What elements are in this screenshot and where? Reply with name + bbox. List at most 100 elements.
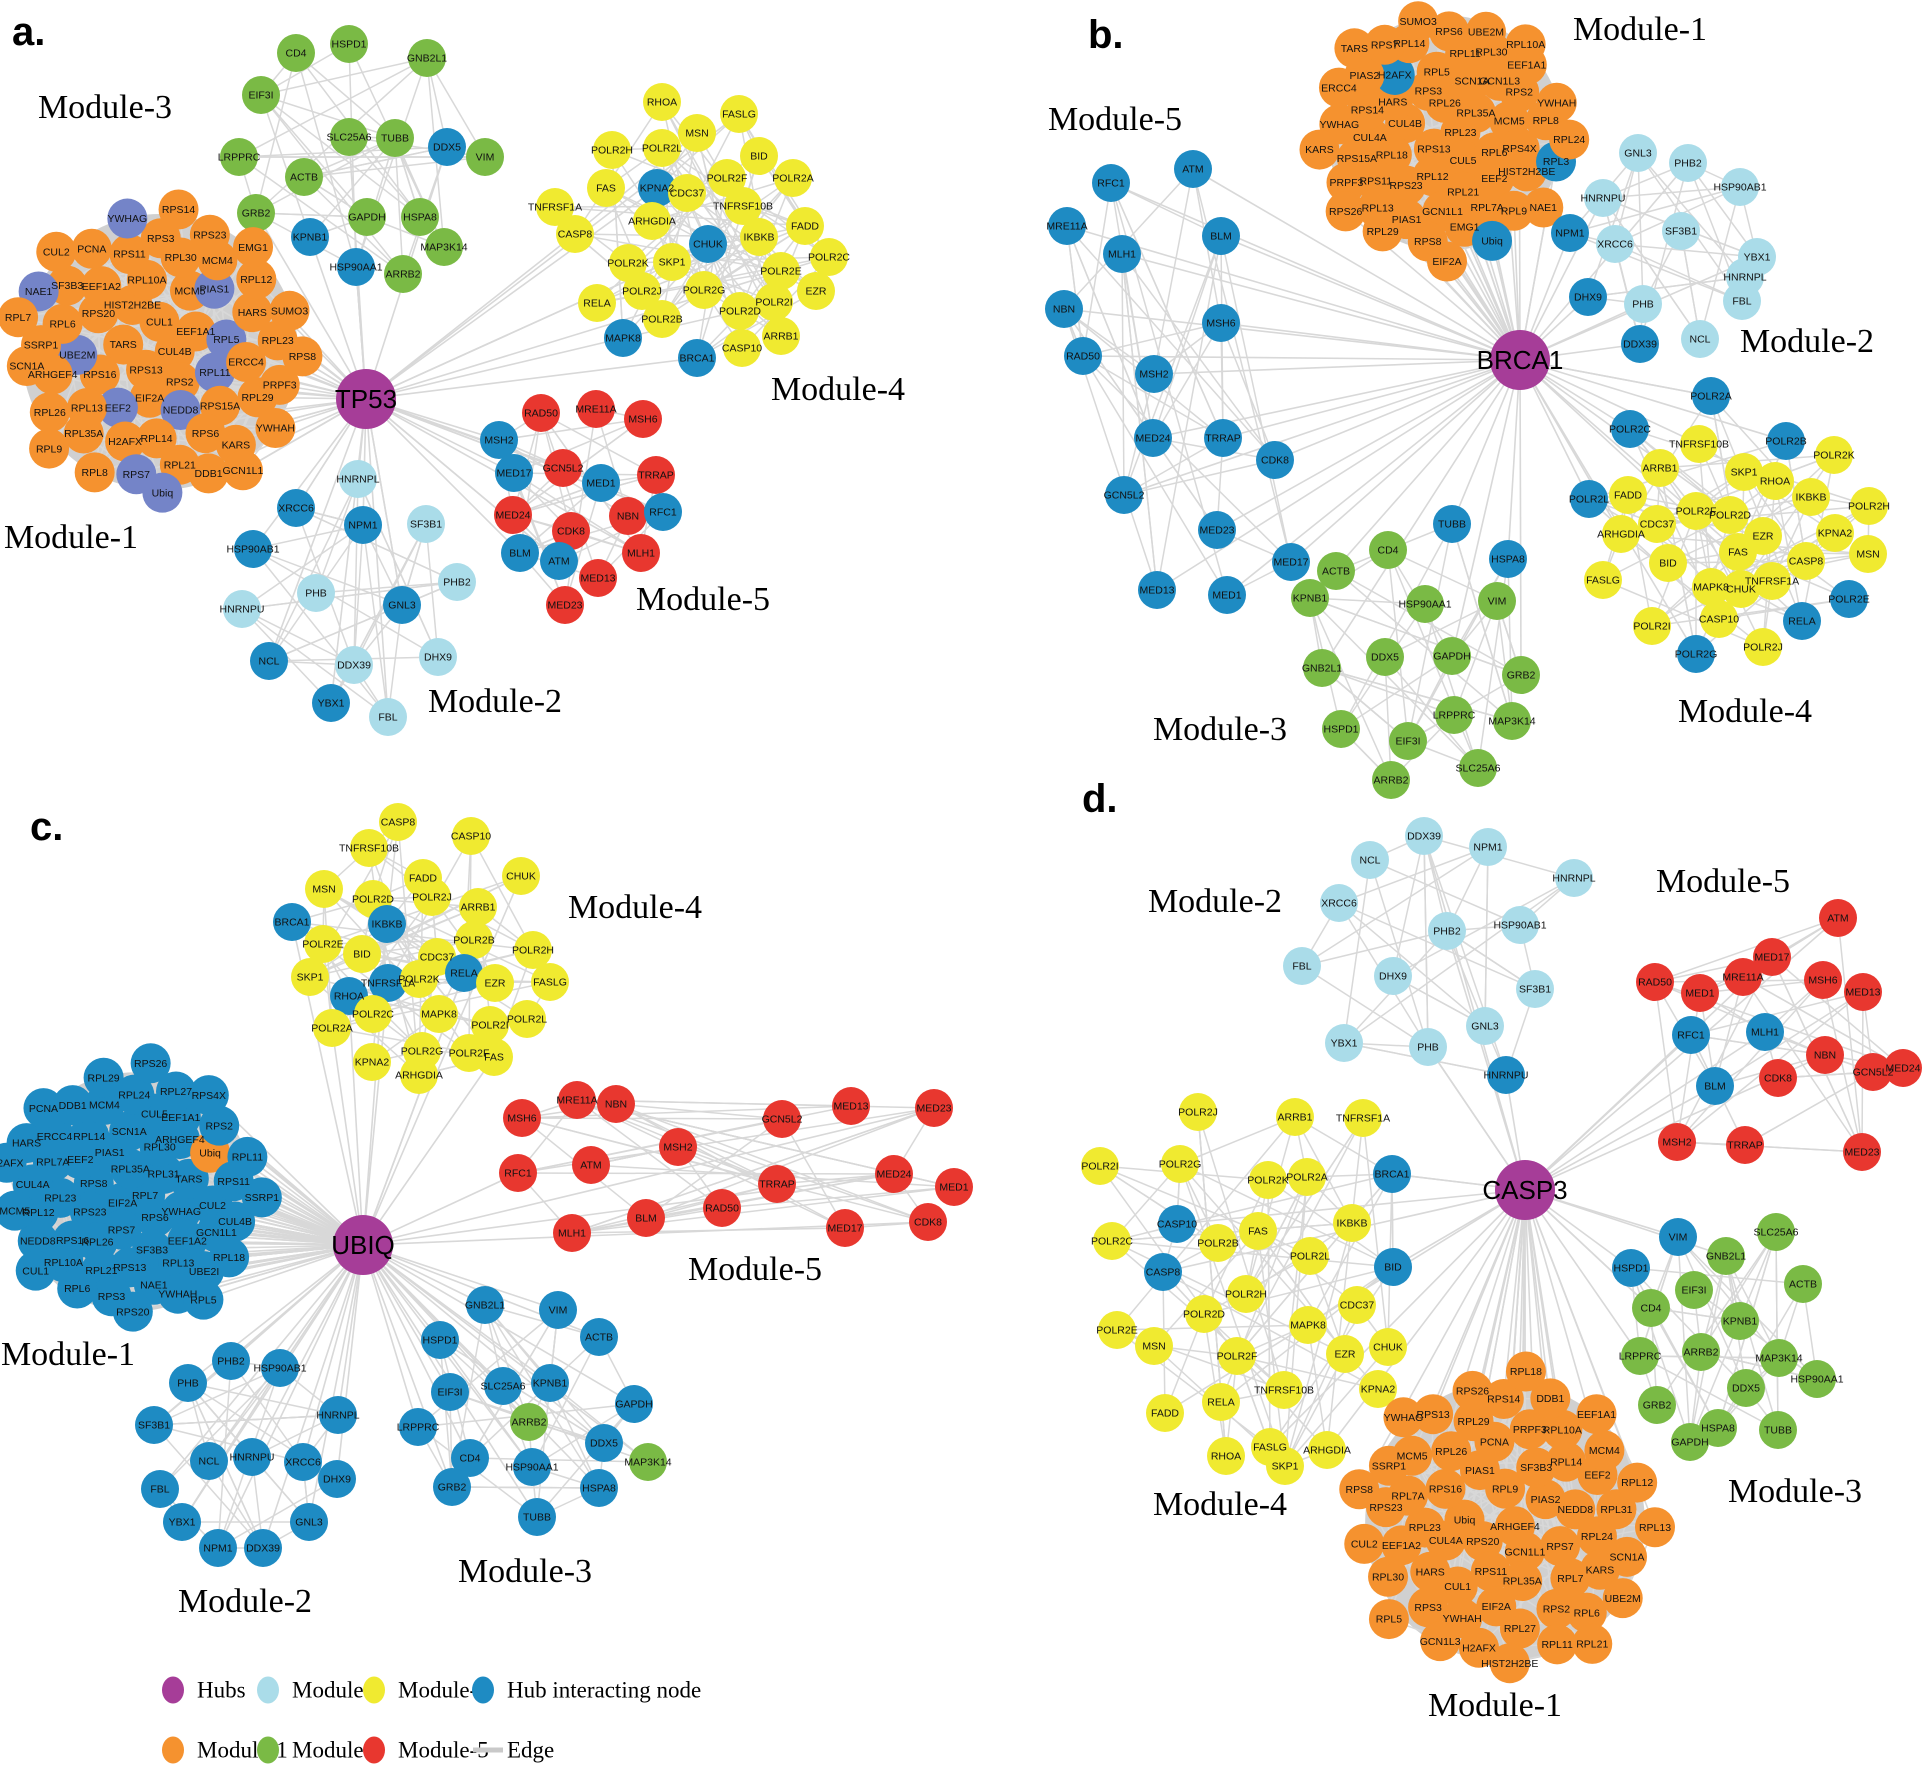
node-Ubiq[interactable] — [142, 472, 183, 513]
node-RPL5[interactable] — [183, 1279, 224, 1320]
node-POLR2D[interactable] — [1185, 1295, 1223, 1333]
node-KPNB1[interactable] — [1721, 1302, 1759, 1340]
node-RPL26[interactable] — [1431, 1431, 1472, 1472]
node-RPL5[interactable] — [1416, 51, 1457, 92]
node-EEF1A1[interactable] — [1576, 1394, 1617, 1435]
node-POLR2I[interactable] — [1081, 1147, 1119, 1185]
node-MSH2[interactable] — [480, 421, 518, 459]
node-DDB1[interactable] — [52, 1085, 93, 1126]
node-MCM4[interactable] — [1584, 1430, 1625, 1471]
node-NCL[interactable] — [1681, 320, 1719, 358]
node-RPL8[interactable] — [74, 452, 115, 493]
node-MAP3K14[interactable] — [425, 228, 463, 266]
node-ACTB[interactable] — [1784, 1265, 1822, 1303]
node-LRPPRC[interactable] — [1621, 1337, 1659, 1375]
node-TNFRSF1A[interactable] — [1344, 1099, 1382, 1137]
node-GRB2[interactable] — [237, 194, 275, 232]
node-POLR2G[interactable] — [1677, 635, 1715, 673]
node-POLR2H[interactable] — [1850, 487, 1888, 525]
node-RELA[interactable] — [1202, 1383, 1240, 1421]
node-PHB[interactable] — [1624, 285, 1662, 323]
node-DDX5[interactable] — [1727, 1369, 1765, 1407]
node-HSPD1[interactable] — [1612, 1249, 1650, 1287]
node-POLR2C[interactable] — [810, 238, 848, 276]
node-BRCA1[interactable] — [678, 339, 716, 377]
node-MSN[interactable] — [1849, 535, 1887, 573]
node-FASLG[interactable] — [531, 963, 569, 1001]
node-KPNB1[interactable] — [1291, 579, 1329, 617]
node-TNFRSF10B[interactable] — [1680, 425, 1718, 463]
node-GCN5L2[interactable] — [1105, 476, 1143, 514]
node-HSPD1[interactable] — [330, 25, 368, 63]
node-GNL3[interactable] — [1619, 134, 1657, 172]
node-RPL11[interactable] — [1537, 1624, 1578, 1665]
node-LRPPRC[interactable] — [220, 138, 258, 176]
node-EIF3I[interactable] — [242, 76, 280, 114]
node-CDK8[interactable] — [909, 1203, 947, 1241]
node-RPL24[interactable] — [114, 1074, 155, 1115]
node-GRB2[interactable] — [1638, 1386, 1676, 1424]
node-RHOA[interactable] — [643, 83, 681, 121]
node-YWHAG[interactable] — [107, 198, 148, 239]
node-POLR2B[interactable] — [455, 921, 493, 959]
node-RPS16[interactable] — [1425, 1468, 1466, 1509]
node-RPL21[interactable] — [1572, 1623, 1613, 1664]
node-HSP90AA1[interactable] — [1406, 585, 1444, 623]
node-ARRB2[interactable] — [384, 255, 422, 293]
node-MCM5[interactable] — [0, 1190, 35, 1231]
node-SLC25A6[interactable] — [1757, 1213, 1795, 1251]
node-MAP3K14[interactable] — [629, 1443, 667, 1481]
node-HNRNPU[interactable] — [1487, 1056, 1525, 1094]
node-SF3B1[interactable] — [1516, 970, 1554, 1008]
node-RAD50[interactable] — [522, 394, 560, 432]
node-ATM[interactable] — [540, 542, 578, 580]
node-YBX1[interactable] — [312, 684, 350, 722]
node-POLR2C[interactable] — [354, 995, 392, 1033]
node-TRRAP[interactable] — [1726, 1126, 1764, 1164]
node-FBL[interactable] — [1723, 282, 1761, 320]
node-MAPK8[interactable] — [420, 995, 458, 1033]
node-HNRNPU[interactable] — [223, 590, 261, 628]
node-TRRAP[interactable] — [758, 1165, 796, 1203]
node-POLR2E[interactable] — [1830, 580, 1868, 618]
node-CUL4B[interactable] — [215, 1201, 256, 1242]
node-YBX1[interactable] — [163, 1503, 201, 1541]
node-ARRB2[interactable] — [510, 1403, 548, 1441]
node-NCL[interactable] — [190, 1442, 228, 1480]
node-RPL26[interactable] — [29, 392, 70, 433]
node-CASP10[interactable] — [1700, 600, 1738, 638]
node-RPS2[interactable] — [199, 1105, 240, 1146]
node-HNRNPL[interactable] — [1555, 859, 1593, 897]
node-NBN[interactable] — [1045, 290, 1083, 328]
node-TARS[interactable] — [103, 324, 144, 365]
node-EIF3I[interactable] — [1675, 1271, 1713, 1309]
node-RPL6[interactable] — [57, 1268, 98, 1309]
node-SKP1[interactable] — [653, 243, 691, 281]
node-SSRP1[interactable] — [1368, 1445, 1409, 1486]
node-DDB1[interactable] — [1530, 1378, 1571, 1419]
node-SCN1A[interactable] — [1607, 1536, 1648, 1577]
node-NPM1[interactable] — [1469, 828, 1507, 866]
node-GNL3[interactable] — [383, 586, 421, 624]
node-CDC37[interactable] — [1338, 1286, 1376, 1324]
node-CDC37[interactable] — [668, 174, 706, 212]
node-MAP3K14[interactable] — [1493, 702, 1531, 740]
node-RPL7[interactable] — [0, 297, 39, 338]
node-ARRB2[interactable] — [1372, 761, 1410, 799]
node-FASLG[interactable] — [720, 95, 758, 133]
node-RPS4X[interactable] — [188, 1075, 229, 1116]
node-RPL11[interactable] — [194, 352, 235, 393]
node-HSPA8[interactable] — [1699, 1409, 1737, 1447]
node-MLH1[interactable] — [622, 534, 660, 572]
node-EIF3I[interactable] — [1389, 722, 1427, 760]
node-POLR2F[interactable] — [1218, 1337, 1256, 1375]
node-POLR2A[interactable] — [774, 159, 812, 197]
node-RPL6[interactable] — [1566, 1592, 1607, 1633]
node-GNB2L1[interactable] — [1707, 1237, 1745, 1275]
node-BID[interactable] — [343, 935, 381, 973]
node-MAPK8[interactable] — [1289, 1306, 1327, 1344]
node-POLR2B[interactable] — [643, 300, 681, 338]
node-MED1[interactable] — [935, 1168, 973, 1206]
node-MED13[interactable] — [579, 559, 617, 597]
node-RPL14[interactable] — [1546, 1441, 1587, 1482]
